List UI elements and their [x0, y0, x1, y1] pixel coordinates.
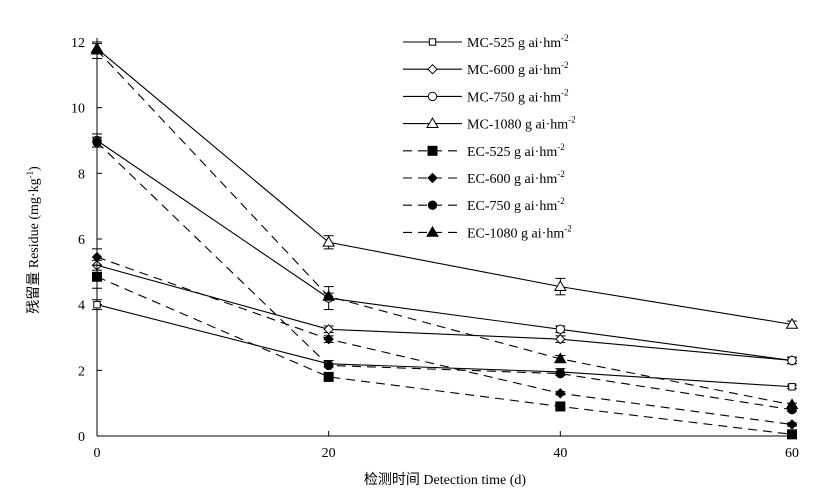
data-point [555, 333, 566, 345]
data-point [322, 289, 336, 301]
y-tick-label: 6 [78, 233, 85, 248]
legend-entry-5: EC-525 g ai·hm-2 [403, 142, 565, 160]
series-line [96, 48, 793, 325]
legend-marker [427, 172, 438, 184]
legend-label-sup: -2 [568, 115, 576, 125]
legend-label-sup: -2 [557, 142, 565, 152]
data-point [553, 280, 567, 291]
legend-label: EC-1080 g ai·hm-2 [467, 223, 572, 241]
legend-marker [428, 38, 437, 46]
data-point [786, 419, 798, 430]
series-layer [90, 41, 799, 440]
data-point [787, 355, 797, 366]
legend-entry-3: MC-750 g ai·hm-2 [403, 87, 569, 105]
y-axis-label-tail: ) [27, 166, 42, 171]
series-line [96, 49, 793, 406]
legend-marker [427, 145, 438, 156]
axes: 0 2 4 6 8 10 12 0 20 40 60 [71, 36, 799, 461]
data-point [91, 251, 103, 263]
series-line [96, 256, 793, 426]
data-point [323, 324, 334, 335]
legend-entry-6: EC-600 g ai·hm-2 [403, 169, 565, 187]
data-point [555, 368, 566, 379]
legend-marker [426, 117, 439, 128]
legend-marker [426, 225, 439, 237]
y-axis-label-sup: -1 [25, 171, 35, 179]
legend-label: MC-525 g ai·hm-2 [467, 33, 569, 51]
legend-entry-8: EC-1080 g ai·hm-2 [403, 223, 572, 241]
data-point [555, 324, 566, 334]
legend-entry-2: MC-600 g ai·hm-2 [403, 60, 569, 78]
data-point [92, 271, 102, 282]
y-tick-label: 0 [78, 430, 85, 445]
legend-label: MC-600 g ai·hm-2 [467, 60, 569, 78]
x-tick-label: 20 [322, 446, 336, 461]
y-axis-label: 残留量 Residue (mg·kg-1) [25, 166, 42, 314]
series-6 [91, 248, 798, 430]
x-tick-label: 60 [785, 446, 799, 461]
legend-entry-7: EC-750 g ai·hm-2 [403, 196, 565, 214]
data-point [323, 371, 334, 382]
y-tick-label: 4 [78, 299, 85, 314]
data-point [553, 352, 567, 364]
legend-label: MC-750 g ai·hm-2 [467, 87, 569, 105]
series-line [96, 276, 793, 435]
legend-entry-1: MC-525 g ai·hm-2 [403, 33, 569, 51]
series-2 [91, 259, 798, 366]
y-tick-label: 10 [71, 102, 85, 117]
series-line [96, 141, 793, 411]
data-point [322, 235, 336, 247]
series-line [96, 140, 793, 362]
series-4 [90, 42, 799, 329]
y-tick-label: 8 [78, 167, 85, 182]
series-5 [92, 264, 797, 440]
series-line [96, 304, 793, 388]
legend-label: EC-600 g ai·hm-2 [467, 169, 565, 187]
x-tick-label: 0 [94, 446, 101, 461]
data-point [555, 401, 566, 412]
x-tick-label: 40 [553, 446, 567, 461]
legend-label-sup: -2 [561, 87, 569, 97]
data-point [323, 360, 334, 371]
series-line [96, 264, 793, 362]
y-tick-label: 12 [71, 36, 85, 51]
legend-label-sup: -2 [557, 196, 565, 206]
data-point [93, 300, 101, 309]
legend-marker [427, 91, 438, 102]
data-point [788, 383, 796, 391]
legend-marker [427, 63, 438, 75]
legend-label-sup: -2 [564, 223, 572, 233]
legend-label: EC-525 g ai·hm-2 [467, 142, 565, 160]
series-7 [92, 136, 797, 415]
legend-label-sup: -2 [557, 169, 565, 179]
legend: MC-525 g ai·hm-2 MC-600 g ai·hm-2 MC-750 g… [403, 33, 576, 241]
x-axis-label: 检测时间 Detection time (d) [364, 472, 526, 488]
series-8 [90, 41, 799, 410]
data-point [787, 429, 797, 440]
legend-marker [427, 200, 438, 210]
y-tick-label: 2 [78, 364, 85, 379]
data-point [92, 137, 102, 147]
legend-label-sup: -2 [561, 60, 569, 70]
data-point [555, 388, 566, 399]
data-point [323, 333, 334, 345]
legend-label-sup: -2 [561, 33, 569, 43]
y-axis-label-main: 残留量 Residue (mg·kg [26, 178, 42, 313]
legend-label: EC-750 g ai·hm-2 [467, 196, 565, 214]
data-point [785, 317, 799, 329]
data-point [785, 398, 799, 410]
legend-label: MC-1080 g ai·hm-2 [467, 115, 576, 133]
legend-entry-4: MC-1080 g ai·hm-2 [403, 115, 576, 133]
data-point [90, 43, 104, 55]
